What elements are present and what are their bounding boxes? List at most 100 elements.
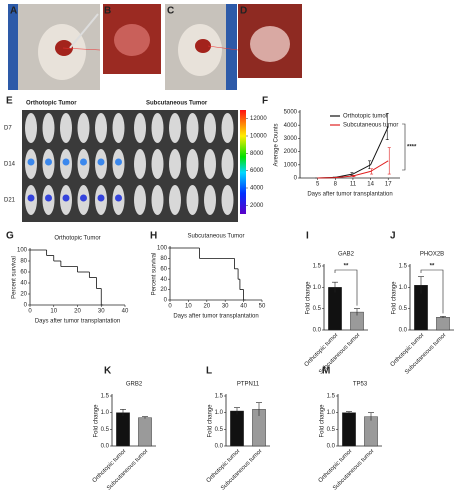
colorbar-tick-label: 8000 [250, 151, 264, 157]
x-tick-label: 40 [240, 304, 247, 310]
x-tick-label: 10 [50, 309, 57, 315]
error-bar [370, 168, 374, 175]
mouse [134, 185, 146, 215]
x-tick-label: 8 [334, 182, 338, 188]
panel-label: M [322, 366, 330, 377]
bar [436, 317, 450, 331]
y-tick-label: 60 [20, 270, 27, 276]
x-tick-label: 10 [185, 304, 192, 310]
mouse [204, 113, 216, 143]
x-axis-label: Days after tumor transplantation [173, 314, 258, 320]
x-tick-label: Subcutaneous tumor [332, 448, 375, 491]
chart-title: PHOX2B [420, 252, 444, 258]
x-tick-label: 11 [350, 182, 357, 188]
mouse [169, 113, 181, 143]
imaging-background [22, 110, 238, 222]
mouse [134, 113, 146, 143]
y-axis-label: Fold change [320, 404, 326, 438]
panel-label: D [240, 6, 247, 17]
panel-label: C [167, 6, 174, 17]
x-tick-label: 0 [168, 304, 172, 310]
group-label: Subcutaneous Tumor [146, 101, 208, 107]
panel-label: B [104, 6, 111, 17]
panel-label: L [206, 366, 212, 377]
signal [80, 158, 87, 166]
error-bar [234, 407, 240, 415]
significance-label: **** [407, 145, 417, 151]
y-tick-label: 60 [160, 266, 167, 272]
y-tick-label: 0.5 [313, 306, 322, 312]
panel-label: H [150, 231, 157, 242]
significance-bracket [334, 269, 358, 306]
y-tick-label: 0.5 [215, 427, 224, 433]
mouse [42, 113, 55, 143]
y-tick-label: 20 [20, 292, 27, 298]
chart-title: Subcutaneous Tumor [187, 234, 244, 240]
mouse [60, 113, 72, 143]
y-tick-label: 0.0 [399, 328, 408, 334]
x-tick-label: Subcutaneous tumor [220, 448, 263, 491]
y-tick-label: 80 [160, 256, 167, 262]
colorbar-tick-label: 6000 [250, 168, 264, 174]
photo-a [8, 4, 100, 90]
mice-images [25, 113, 234, 215]
y-tick-label: 0 [164, 298, 168, 304]
mouse [221, 185, 234, 215]
photo-b [62, 4, 161, 74]
significance-bracket [402, 123, 406, 171]
mouse [134, 149, 146, 179]
y-tick-label: 20 [160, 287, 167, 293]
y-tick-label: 0 [294, 176, 298, 182]
signal [97, 194, 105, 202]
signal [62, 194, 70, 202]
signal [115, 194, 122, 202]
significance-bracket [420, 269, 444, 314]
colorbar-tick-label: 2000 [250, 203, 264, 209]
mouse [95, 113, 107, 143]
x-tick-label: 30 [222, 304, 229, 310]
y-tick-label: 1.5 [215, 394, 224, 400]
x-tick-label: 20 [203, 304, 210, 310]
error-bar [387, 147, 391, 175]
error-bar [332, 281, 338, 293]
signal [45, 194, 52, 202]
x-tick-label: 30 [98, 309, 105, 315]
chart-title: TP53 [353, 382, 368, 388]
series-line [317, 160, 389, 179]
y-tick-label: 0.5 [399, 306, 408, 312]
significance-label: ** [430, 264, 435, 270]
mouse [169, 149, 181, 179]
y-axis-label: Fold change [94, 404, 100, 438]
x-tick-label: 20 [74, 309, 81, 315]
colorbar [240, 110, 246, 214]
y-tick-label: 100 [157, 246, 168, 252]
y-tick-label: 0.5 [101, 427, 110, 433]
y-axis-label: Fold change [392, 281, 398, 315]
x-tick-label: 50 [259, 304, 266, 310]
y-tick-label: 0.5 [327, 427, 336, 433]
signal [80, 194, 87, 202]
y-axis-label: Average Counts [274, 124, 280, 167]
row-label: D7 [4, 126, 12, 132]
mouse [112, 113, 125, 143]
error-bar [368, 412, 374, 421]
x-tick-label: Subcutaneous tumor [404, 332, 447, 375]
panel-label: I [306, 231, 309, 242]
mouse [221, 113, 234, 143]
bar [138, 417, 152, 447]
mouse [151, 185, 164, 215]
y-tick-label: 1.0 [215, 410, 224, 416]
bar [116, 412, 130, 447]
y-tick-label: 1.5 [399, 264, 408, 270]
y-tick-label: 40 [160, 277, 167, 283]
series-line [317, 126, 389, 179]
error-bar [142, 416, 148, 419]
y-tick-label: 1.0 [313, 285, 322, 291]
bar [328, 287, 342, 331]
x-tick-label: 0 [28, 309, 32, 315]
y-tick-label: 0.0 [313, 328, 322, 334]
bar [342, 412, 356, 447]
signal [115, 158, 122, 166]
mouse [204, 149, 216, 179]
mouse [186, 149, 199, 179]
